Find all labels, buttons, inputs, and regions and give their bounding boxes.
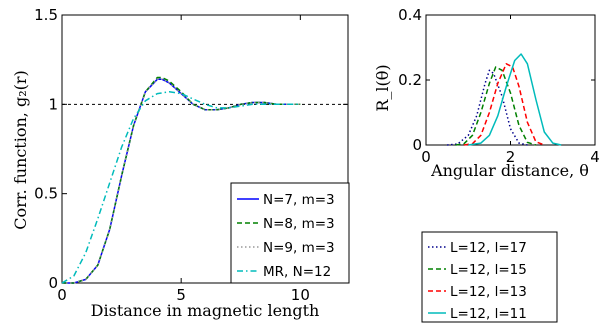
right-x-label: Angular distance, θ [430,161,589,180]
left-legend-label: N=9, m=3 [263,240,335,256]
left-x-tick-label: 10 [291,286,310,304]
right-x-tick-label: 2 [506,148,516,166]
left-y-tick-label: 1 [48,95,58,113]
right-y-tick-label: 0.2 [398,71,422,89]
left-legend-label: N=7, m=3 [263,192,335,208]
right-legend-label: L=12, l=15 [450,262,527,278]
left-legend: N=7, m=3 N=8, m=3 N=9, m=3 MR, N=12 [230,182,350,284]
right-legend: L=12, l=17 L=12, l=15 L=12, l=13 L=12, l=11 [421,231,558,323]
right-y-label: R_l(θ) [373,64,392,111]
left-series-line-4 [61,91,301,284]
left-y-tick-label: 0 [48,274,58,292]
right-ticks: 0 2 4 0 0.2 0.4 [398,6,600,166]
left-x-label: Distance in magnetic length [91,301,320,320]
right-chart: 0 2 4 0 0.2 0.4 Angular distance, θ R_l(θ) L=… [373,6,600,323]
right-series-line-4 [468,53,562,146]
left-y-tick-label: 1.5 [34,6,58,24]
left-y-label: Corr. function, g₂(r) [11,70,30,230]
right-legend-label: L=12, l=13 [450,284,527,300]
left-legend-label: N=8, m=3 [263,216,335,232]
right-y-tick-label: 0.4 [398,6,422,24]
right-legend-label: L=12, l=11 [450,306,527,322]
left-legend-label: MR, N=12 [263,264,331,280]
right-series [447,53,562,146]
left-series [61,76,301,284]
left-x-tick-label: 5 [176,286,186,304]
right-x-tick-label: 4 [590,148,600,166]
right-y-tick-label: 0 [412,136,422,154]
right-x-tick-label: 0 [421,148,431,166]
right-series-line-2 [455,66,537,146]
right-series-line-1 [447,69,528,146]
right-series-line-3 [463,63,545,146]
left-series-line-3 [62,78,301,284]
left-y-tick-label: 0.5 [34,185,58,203]
right-plot-frame [425,14,596,146]
left-chart: 0 5 10 0 0.5 1 1.5 Distance in magnetic length… [11,6,350,320]
left-x-tick-label: 0 [57,286,67,304]
left-ticks: 0 5 10 0 0.5 1 1.5 [34,6,348,304]
right-legend-label: L=12, l=17 [450,240,527,256]
